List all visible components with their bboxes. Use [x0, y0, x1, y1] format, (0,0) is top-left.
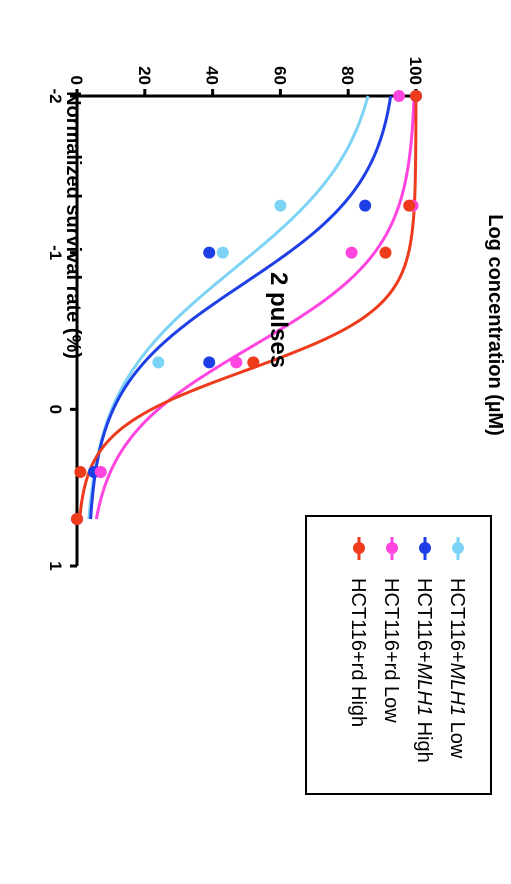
legend-swatch-dot: [452, 542, 464, 554]
fit-curve: [94, 95, 416, 520]
legend-label-segment: HCT116+: [446, 578, 468, 663]
data-points: [71, 90, 422, 525]
x-tick-label: 1: [46, 561, 65, 570]
fit-curve: [78, 96, 418, 520]
data-point: [203, 246, 216, 259]
data-point: [74, 466, 87, 478]
data-point: [379, 246, 392, 259]
legend-swatch-dot: [386, 542, 398, 554]
legend-swatch-dot: [419, 542, 431, 554]
y-tick-label: 80: [338, 66, 357, 85]
x-tick-label: -1: [46, 245, 65, 260]
legend-label-segment: Low: [446, 716, 468, 759]
legend-label-segment: HCT116+: [413, 578, 435, 663]
legend-label: HCT116+MLH1 Low: [446, 578, 468, 759]
data-point: [230, 356, 243, 369]
data-point: [393, 90, 406, 102]
data-point: [94, 466, 107, 478]
legend-label: HCT116+rd High: [347, 578, 369, 727]
axes: 0 20 40 60 80 100 -2 -1 0 1: [46, 57, 425, 571]
data-point: [203, 356, 216, 369]
fit-curve: [87, 95, 370, 520]
data-point: [71, 513, 83, 525]
y-axis-title: Normalized survival rate (%): [62, 91, 84, 359]
rotated-plot: 0 20 40 60 80 100 -2 -1 0 1 Normalized survival r…: [46, 57, 506, 795]
legend-label-segment: High: [413, 716, 435, 763]
legend-label: HCT116+MLH1 High: [413, 578, 435, 763]
y-tick-label: 100: [406, 57, 425, 85]
fit-curve: [89, 95, 393, 520]
legend-label: HCT116+rd Low: [380, 578, 402, 723]
legend-label-segment: HCT116+rd Low: [380, 578, 402, 723]
legend-label-segment: HCT116+rd High: [347, 578, 369, 727]
legend-swatch-dot: [353, 542, 365, 554]
x-axis-title: Log concentration (µM): [484, 214, 506, 436]
data-point: [359, 199, 372, 212]
data-point: [152, 356, 165, 369]
y-tick-label: 40: [203, 66, 222, 85]
data-point: [345, 246, 358, 259]
data-point: [274, 199, 287, 212]
y-tick-label: 60: [270, 66, 289, 85]
data-point: [216, 246, 229, 259]
legend-label-segment: MLH1: [413, 663, 435, 716]
x-tick-label: -2: [46, 88, 65, 103]
y-tick-label: 0: [67, 76, 86, 85]
legend-label-segment: MLH1: [446, 663, 468, 716]
y-tick-label: 20: [135, 66, 154, 85]
data-point: [410, 90, 422, 102]
data-point: [403, 199, 416, 212]
chart-annotation: 2 pulses: [265, 272, 292, 368]
legend-box: [305, 515, 492, 795]
data-point: [247, 356, 260, 369]
x-tick-label: 0: [46, 405, 65, 414]
fit-curves: [78, 95, 418, 520]
